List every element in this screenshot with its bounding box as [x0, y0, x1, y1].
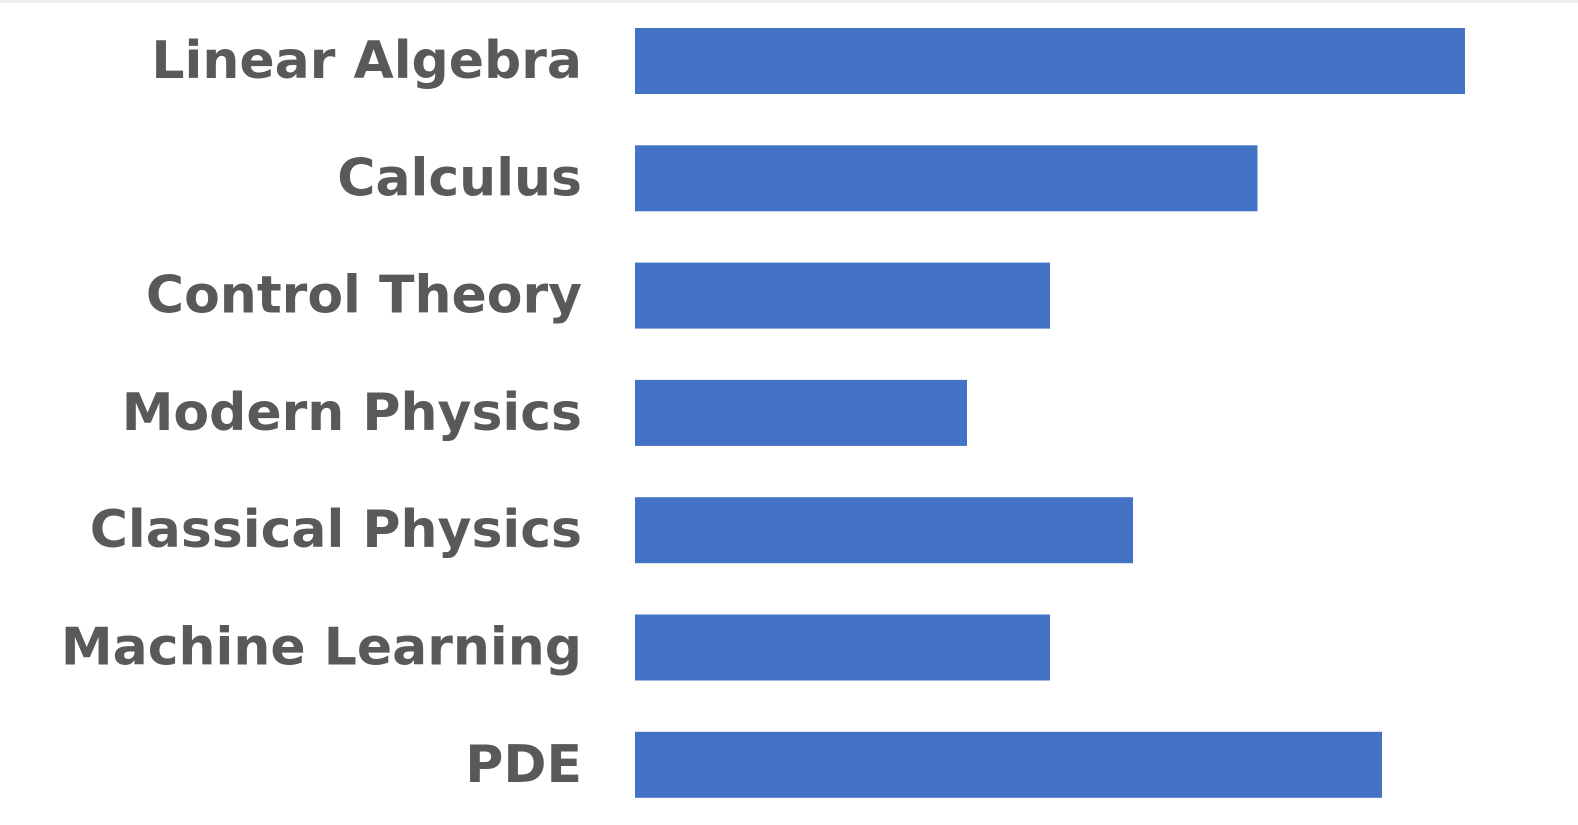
- category-label-machine-learning: Machine Learning: [61, 618, 582, 678]
- category-label-pde: PDE: [465, 735, 582, 795]
- bar-linear-algebra: [635, 28, 1465, 94]
- bar-classical-physics: [635, 497, 1133, 564]
- category-label-control-theory: Control Theory: [146, 266, 582, 326]
- category-label-linear-algebra: Linear Algebra: [151, 31, 582, 91]
- category-labels: Linear Algebra Calculus Control Theory Mode…: [61, 31, 582, 795]
- bar-calculus: [635, 145, 1258, 212]
- bar-pde: [635, 731, 1382, 798]
- category-label-modern-physics: Modern Physics: [122, 383, 582, 443]
- top-divider: [0, 0, 1578, 3]
- bar-modern-physics: [635, 379, 967, 446]
- category-label-classical-physics: Classical Physics: [90, 500, 582, 560]
- bar-machine-learning: [635, 614, 1050, 681]
- category-label-calculus: Calculus: [337, 148, 582, 208]
- bar-control-theory: [635, 262, 1050, 329]
- bars: [635, 28, 1465, 798]
